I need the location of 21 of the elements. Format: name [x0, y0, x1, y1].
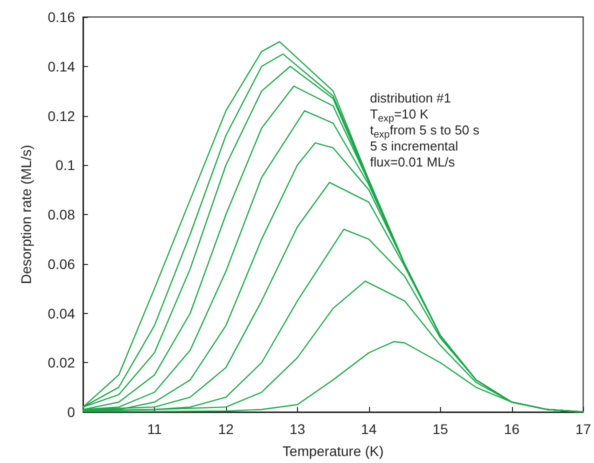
y-tick-label: 0.16 [48, 9, 76, 25]
x-tick-label: 11 [147, 421, 162, 437]
y-tick-label: 0 [67, 404, 76, 420]
x-tick-label: 16 [504, 421, 520, 437]
y-tick-label: 0.14 [48, 58, 76, 74]
y-tick-label: 0.1 [56, 157, 76, 174]
x-tick-label: 12 [218, 421, 234, 437]
x-tick-label: 15 [432, 421, 448, 437]
y-tick-label: 0.12 [48, 108, 76, 124]
annotation: 5 s incremental [370, 138, 458, 154]
annotation: distribution #1 [370, 90, 451, 106]
x-tick-label: 17 [575, 421, 592, 437]
y-tick-label: 0.02 [48, 354, 76, 371]
x-tick-label: 14 [361, 421, 377, 437]
y-tick-label: 0.04 [48, 305, 76, 322]
y-tick-label: 0.06 [48, 256, 76, 272]
y-tick-label: 0.08 [48, 206, 76, 222]
y-axis-title: Desorption rate (ML/s) [18, 144, 34, 284]
x-tick-label: 13 [290, 421, 306, 437]
annotation: flux=0.01 ML/s [370, 154, 456, 170]
x-axis-title: Temperature (K) [282, 443, 384, 459]
